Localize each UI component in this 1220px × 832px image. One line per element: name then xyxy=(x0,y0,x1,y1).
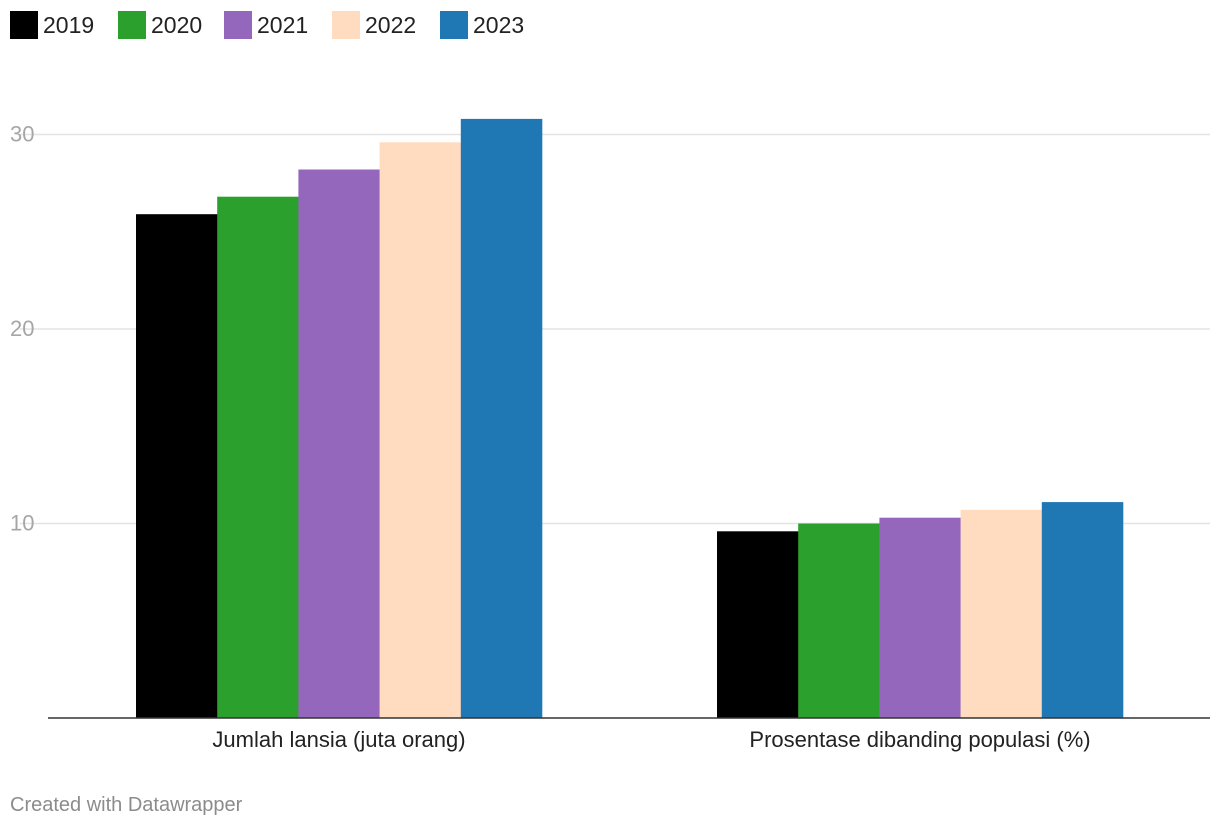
legend: 2019 2020 2021 2022 2023 xyxy=(10,11,524,39)
legend-swatch-2021 xyxy=(224,11,252,39)
bar-2020-jumlah-lansia xyxy=(217,196,299,718)
y-tick-label-10: 10 xyxy=(10,511,34,536)
legend-label-2022: 2022 xyxy=(365,12,416,38)
y-tick-label-30: 30 xyxy=(10,122,34,147)
x-axis-category-labels: Jumlah lansia (juta orang) Prosentase dib… xyxy=(212,727,1090,752)
y-tick-label-20: 20 xyxy=(10,316,34,341)
legend-swatch-2022 xyxy=(332,11,360,39)
legend-swatch-2023 xyxy=(440,11,468,39)
bar-2021-prosentase xyxy=(879,517,961,718)
legend-swatch-2019 xyxy=(10,11,38,39)
bar-2023-jumlah-lansia xyxy=(460,118,543,718)
bar-2023-prosentase xyxy=(1041,502,1124,718)
legend-label-2023: 2023 xyxy=(473,12,524,38)
bar-2022-prosentase xyxy=(960,509,1043,718)
y-axis-ticks: 10 20 30 xyxy=(10,122,34,536)
bar-2021-jumlah-lansia xyxy=(298,169,380,718)
legend-label-2021: 2021 xyxy=(257,12,308,38)
bar-2019-prosentase xyxy=(717,531,799,718)
bars xyxy=(136,118,1124,719)
bar-2019-jumlah-lansia xyxy=(136,214,218,718)
bar-2020-prosentase xyxy=(798,523,880,718)
credit-text: Created with Datawrapper xyxy=(10,794,243,816)
legend-label-2020: 2020 xyxy=(151,12,202,38)
category-label-jumlah-lansia: Jumlah lansia (juta orang) xyxy=(212,727,465,752)
bar-2022-jumlah-lansia xyxy=(379,142,462,719)
legend-swatch-2020 xyxy=(118,11,146,39)
legend-label-2019: 2019 xyxy=(43,12,94,38)
category-label-prosentase: Prosentase dibanding populasi (%) xyxy=(749,727,1090,752)
